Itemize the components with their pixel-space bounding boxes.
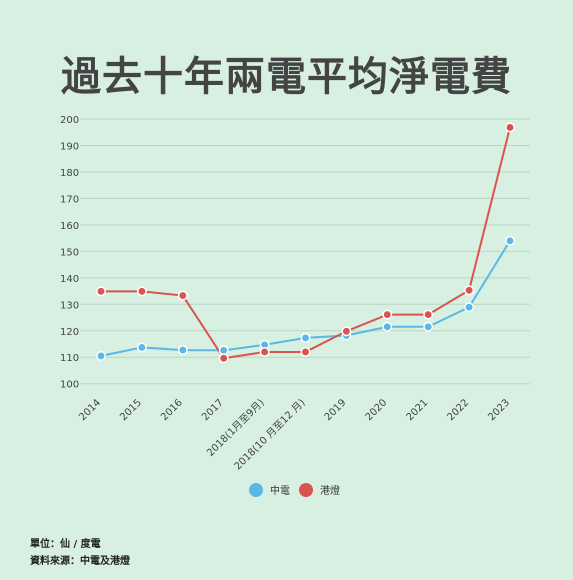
y-tick-label: 110 xyxy=(60,353,79,364)
unit-note: 單位：仙 / 度電 xyxy=(30,539,101,550)
x-tick-label: 2015 xyxy=(118,397,144,423)
data-point xyxy=(259,346,270,357)
footer: 單位：仙 / 度電 資料來源：中電及港燈 xyxy=(30,536,130,570)
line-chart: 100 110 120 130 140 150 160 170 180 190 200 2014 20… xyxy=(60,115,530,497)
y-tick-label: 120 xyxy=(60,327,79,338)
data-point xyxy=(177,290,188,301)
legend-label-1: 港燈 xyxy=(320,485,340,497)
legend-label-0: 中電 xyxy=(270,484,290,497)
y-tick-label: 150 xyxy=(60,247,79,258)
y-tick-label: 100 xyxy=(60,380,79,391)
data-point xyxy=(423,309,434,320)
data-point xyxy=(136,286,147,297)
x-tick-label: 2017 xyxy=(200,397,226,423)
y-axis-ticks: 100 110 120 130 140 150 160 170 180 190 200 xyxy=(60,115,79,391)
data-point xyxy=(382,309,393,320)
y-tick-label: 130 xyxy=(60,300,79,311)
x-tick-label: 2023 xyxy=(486,397,512,423)
data-point xyxy=(423,321,434,332)
legend-marker-1 xyxy=(299,483,313,497)
data-point xyxy=(300,332,311,343)
y-tick-label: 160 xyxy=(60,221,79,232)
grid-lines xyxy=(80,118,530,385)
y-tick-label: 140 xyxy=(60,274,79,285)
series-lines xyxy=(100,127,511,360)
y-tick-label: 180 xyxy=(60,168,79,179)
data-point xyxy=(96,350,106,361)
y-tick-label: 190 xyxy=(60,141,79,152)
x-tick-label: 2020 xyxy=(364,397,390,423)
data-point xyxy=(505,122,515,133)
series-line-1 xyxy=(101,127,511,360)
x-tick-label: 2021 xyxy=(405,397,431,423)
data-point xyxy=(464,302,475,313)
data-point xyxy=(218,345,229,356)
data-point xyxy=(341,326,352,337)
data-point xyxy=(177,345,188,356)
y-tick-label: 170 xyxy=(60,194,79,205)
x-tick-label: 2016 xyxy=(159,397,185,423)
series-points xyxy=(96,122,515,364)
data-point xyxy=(464,285,475,296)
data-point xyxy=(96,286,106,297)
x-tick-label: 2022 xyxy=(445,397,471,423)
data-point xyxy=(300,346,311,357)
chart-title: 過去十年兩電平均淨電費 xyxy=(61,54,512,100)
legend: 中電 港燈 xyxy=(249,483,340,497)
legend-marker-0 xyxy=(249,483,263,497)
data-point xyxy=(136,342,147,353)
data-point xyxy=(218,353,229,364)
x-tick-label: 2014 xyxy=(77,397,103,423)
data-point xyxy=(382,321,393,332)
y-tick-label: 200 xyxy=(60,115,79,126)
data-point xyxy=(505,235,515,246)
x-tick-label: 2019 xyxy=(323,397,349,423)
source-note: 資料來源：中電及港燈 xyxy=(30,556,130,567)
x-tick-label: 2018(10 月至12 月) xyxy=(232,397,308,473)
